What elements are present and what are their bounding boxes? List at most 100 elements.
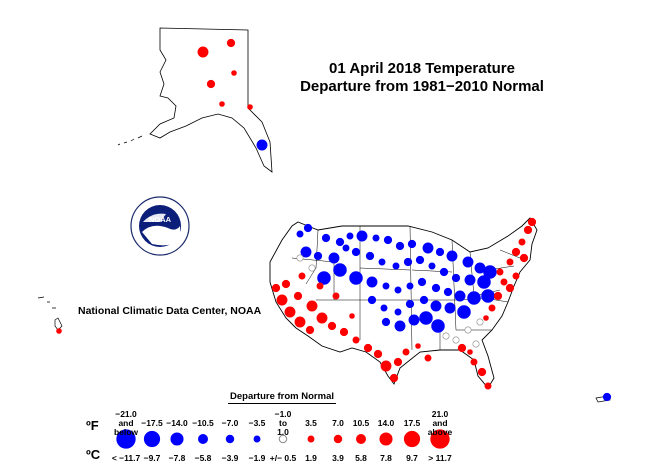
station-marker	[316, 312, 328, 324]
station-marker	[206, 79, 216, 89]
station-marker	[419, 311, 433, 325]
legend-label-c: −9.7	[143, 453, 161, 463]
station-marker	[446, 250, 458, 262]
legend-label-f-line: 1.0	[277, 427, 289, 437]
station-marker	[373, 349, 383, 359]
legend-symbol	[253, 435, 261, 443]
legend-label-c: −7.8	[168, 453, 186, 463]
station-marker	[467, 291, 481, 305]
station-markers	[56, 38, 612, 402]
station-marker	[519, 253, 529, 263]
station-marker	[415, 255, 425, 265]
station-marker	[219, 101, 225, 107]
station-marker	[352, 336, 360, 344]
legend-label-f-line: −17.5	[141, 418, 163, 428]
station-marker	[394, 286, 402, 294]
station-marker	[305, 325, 315, 335]
legend-symbol	[116, 429, 136, 449]
station-marker	[351, 247, 361, 257]
legend-symbol	[198, 434, 208, 444]
legend-label-c: 1.9	[305, 453, 317, 463]
station-marker	[483, 315, 489, 321]
station-marker	[602, 392, 612, 402]
legend-label-f-line: −3.5	[248, 418, 266, 428]
station-marker	[339, 327, 349, 337]
station-marker	[372, 234, 380, 242]
station-marker	[367, 295, 377, 305]
station-marker	[518, 238, 526, 246]
legend-label-c: −5.8	[194, 453, 212, 463]
legend-symbol	[356, 434, 366, 444]
legend-symbols	[116, 429, 450, 449]
legend-label-f-line: −7.0	[221, 418, 239, 428]
legend-symbol	[225, 434, 235, 444]
station-marker	[431, 319, 445, 333]
station-marker	[389, 373, 399, 383]
alaska-outline	[149, 27, 273, 173]
station-marker	[363, 343, 373, 353]
legend-unit-celsius: ºC	[86, 447, 101, 462]
station-marker	[451, 273, 461, 283]
legend-label-f-line: to	[278, 418, 288, 428]
station-marker	[477, 275, 491, 289]
legend-label-f: 7.0	[322, 419, 354, 428]
station-marker	[442, 332, 450, 340]
station-marker	[493, 291, 503, 301]
station-marker	[483, 265, 497, 279]
station-marker	[56, 328, 62, 334]
station-marker	[407, 239, 417, 249]
legend-label-f: 14.0	[370, 419, 402, 428]
station-marker	[476, 318, 484, 326]
station-marker	[454, 290, 466, 302]
station-marker	[428, 262, 436, 270]
station-marker	[293, 291, 303, 301]
station-marker	[321, 233, 331, 243]
station-marker	[378, 258, 386, 266]
legend-label-f-line: −21.0	[115, 409, 137, 419]
station-marker	[308, 264, 316, 272]
station-marker	[406, 282, 414, 290]
noaa-logo: NOAA	[130, 196, 190, 256]
station-marker	[349, 313, 355, 319]
hawaii-outline	[37, 296, 63, 331]
legend-label-f: −3.5	[241, 419, 273, 428]
legend-label-f-line: 3.5	[305, 418, 317, 428]
legend-label-f: 17.5	[396, 419, 428, 428]
station-marker	[402, 348, 410, 356]
legend-heading: Departure from Normal	[228, 391, 336, 404]
legend-label-f-line: −1.0	[274, 409, 292, 419]
legend-symbol	[307, 435, 315, 443]
station-marker	[327, 321, 337, 331]
station-marker	[452, 336, 460, 344]
station-marker	[505, 283, 515, 293]
station-marker	[296, 230, 304, 238]
legend-label-c: > 11.7	[428, 453, 452, 463]
station-marker	[477, 367, 487, 377]
station-marker	[382, 282, 390, 290]
station-marker	[393, 357, 403, 367]
legend-label-c: 3.9	[332, 453, 344, 463]
station-marker	[443, 287, 453, 297]
station-marker	[226, 38, 236, 48]
map-title-line1: 01 April 2018 Temperature	[329, 60, 515, 77]
station-marker	[422, 242, 434, 254]
station-marker	[306, 300, 318, 312]
station-marker	[316, 282, 324, 290]
legend-label-f-line: and	[118, 418, 134, 428]
station-marker	[335, 237, 345, 247]
station-marker	[383, 235, 393, 245]
station-marker	[496, 268, 504, 276]
station-marker	[346, 232, 354, 240]
station-marker	[394, 320, 406, 332]
station-marker	[366, 276, 378, 288]
station-marker	[457, 305, 471, 319]
legend-label-f-line: 17.5	[403, 418, 421, 428]
station-marker	[472, 340, 480, 348]
station-marker	[395, 241, 405, 251]
station-marker	[439, 267, 449, 277]
legend-label-f: −7.0	[214, 419, 246, 428]
legend-label-f: −10.5	[187, 419, 219, 428]
legend-label-c: 5.8	[355, 453, 367, 463]
legend-symbol	[379, 432, 393, 446]
